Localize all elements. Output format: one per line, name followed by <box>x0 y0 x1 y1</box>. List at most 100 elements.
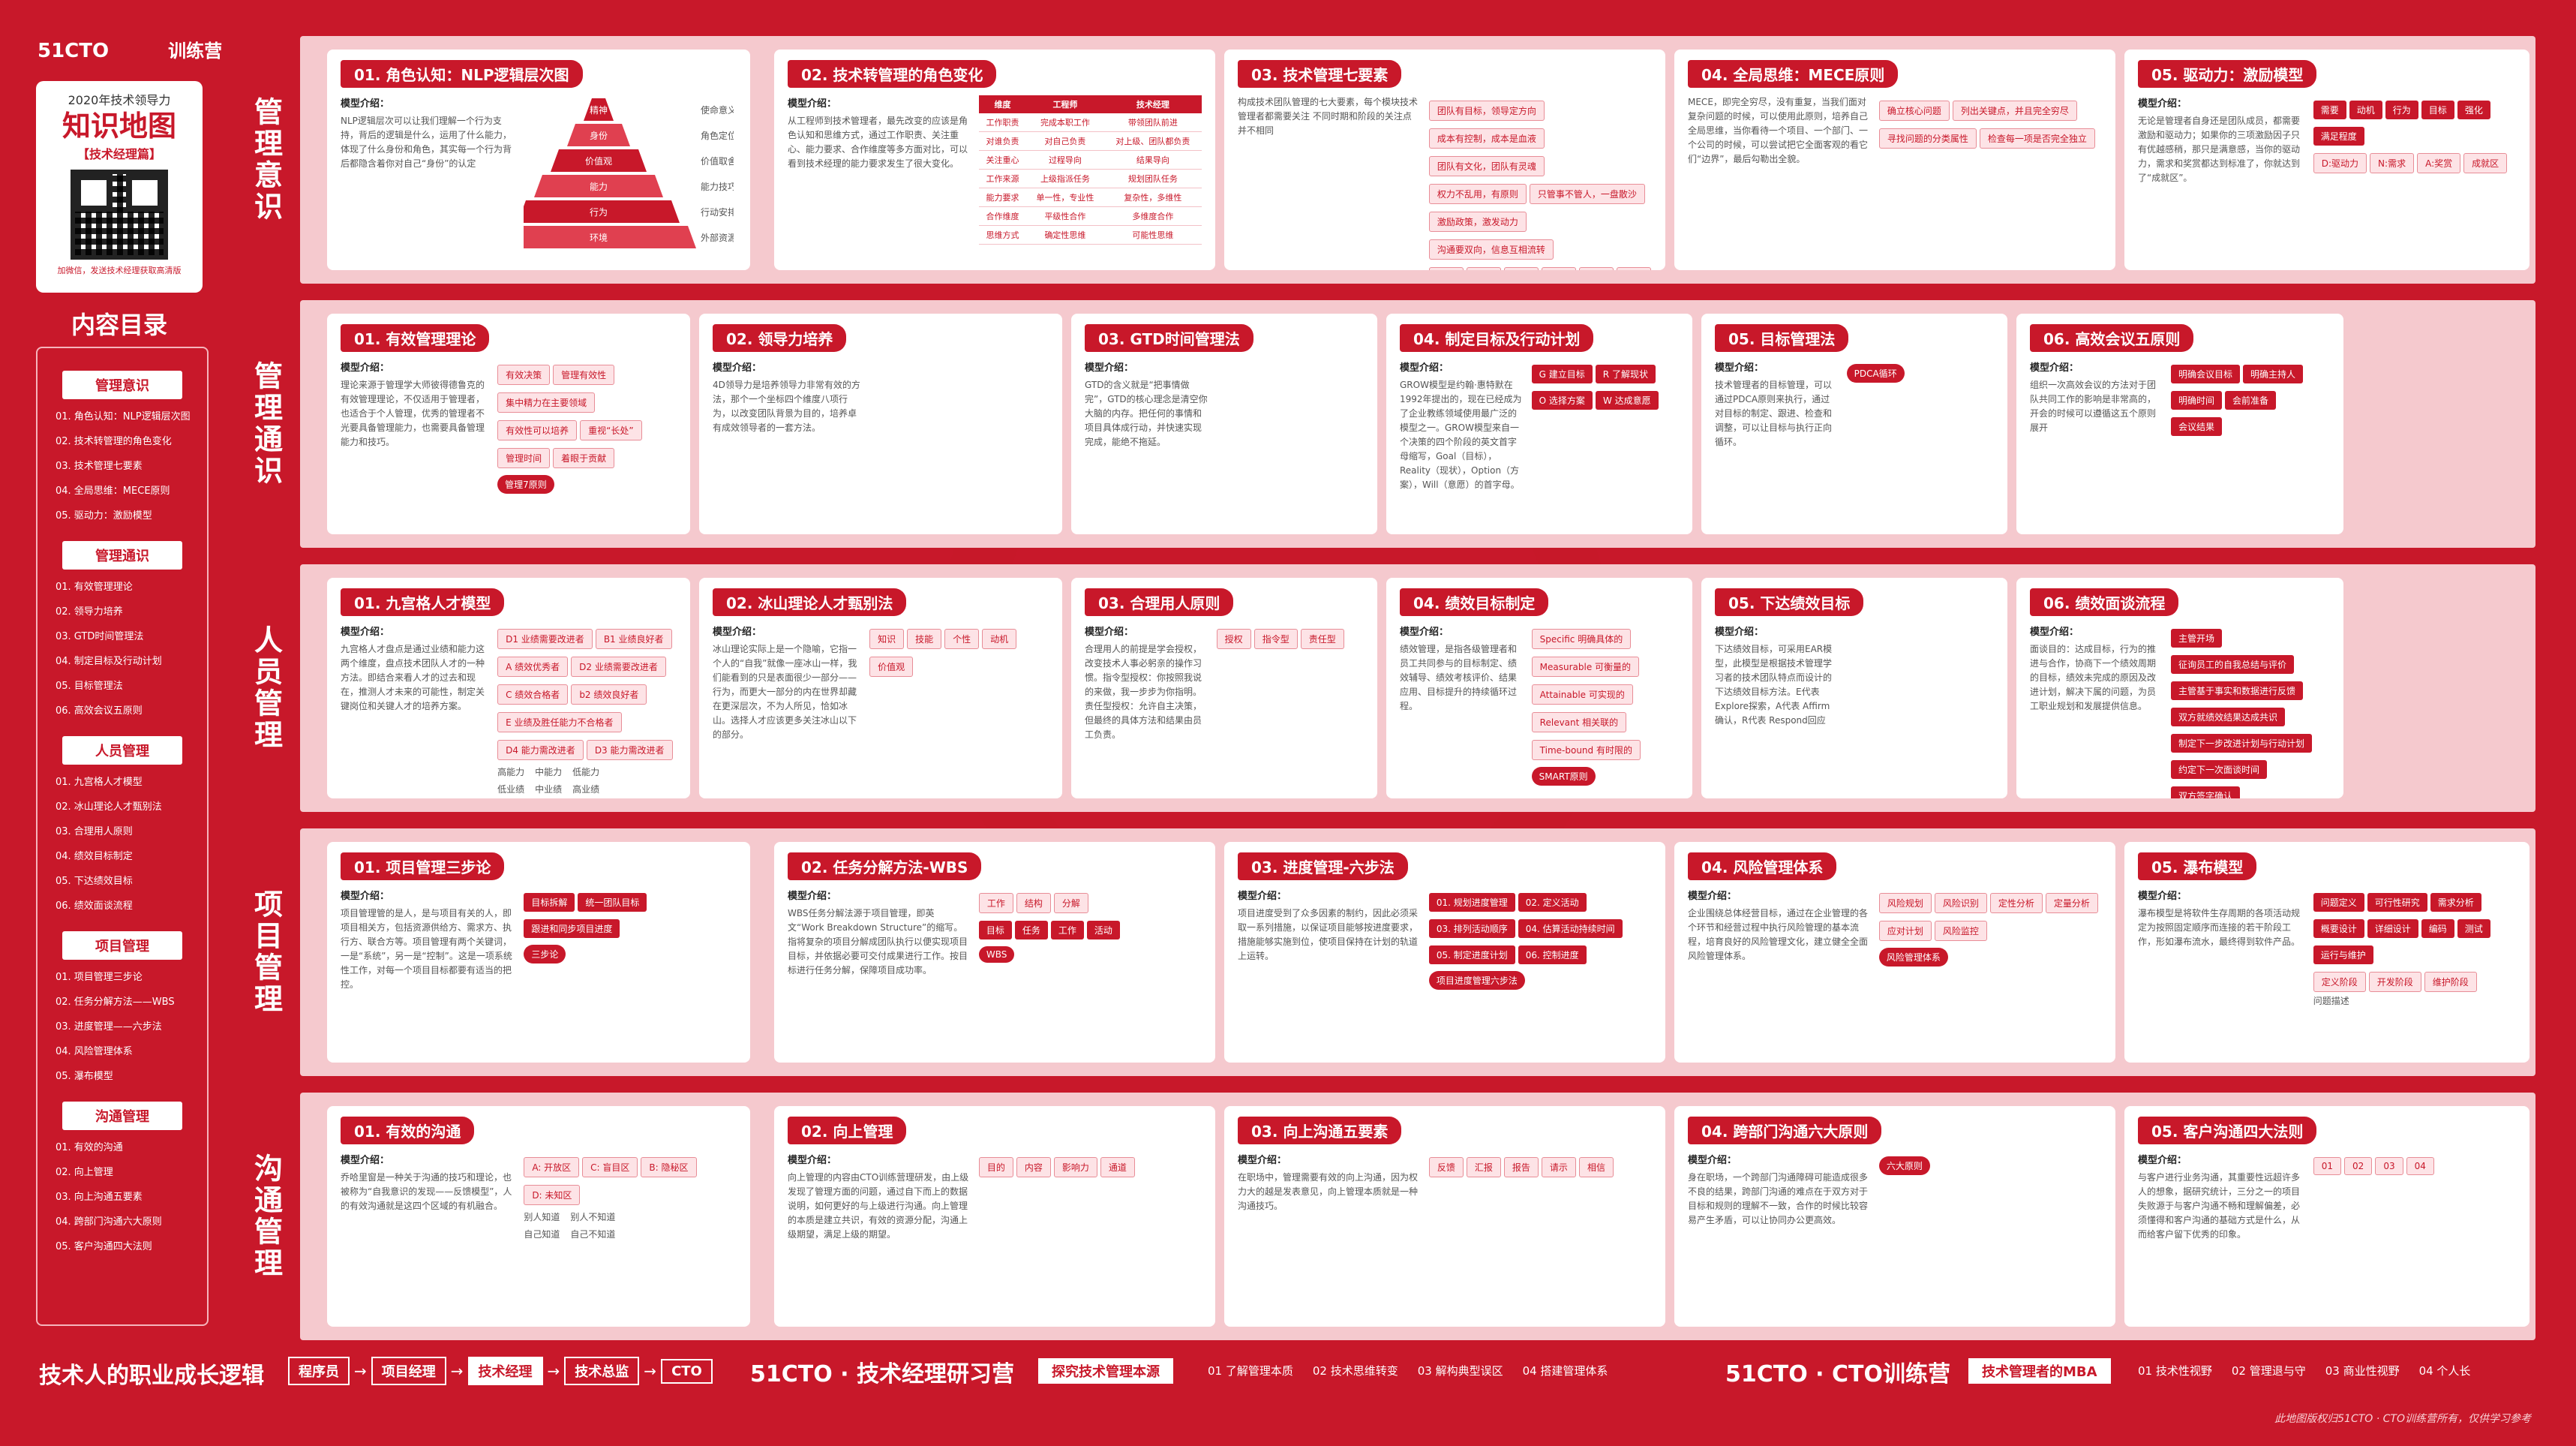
model-card[interactable]: 03. 技术管理七要素 构成技术团队管理的七大要素，每个模块技术管理者都需要关注 … <box>1224 50 1665 270</box>
card-title[interactable]: 02. 冰山理论人才甄别法 <box>713 588 907 616</box>
toc-item[interactable]: 01. 有效管理理论 <box>56 582 133 593</box>
card-title[interactable]: 05. 瀑布模型 <box>2138 852 2257 880</box>
toc-group-head[interactable]: 人员管理 <box>62 736 182 765</box>
card-title[interactable]: 03. 进度管理-六步法 <box>1238 852 1408 880</box>
toc-item[interactable]: 05. 驱动力：激励模型 <box>56 510 152 522</box>
model-card[interactable]: 05. 目标管理法 模型介绍： 技术管理者的目标管理，可以通过PDCA原则来执行，通… <box>1701 314 2007 534</box>
toc-group-head[interactable]: 项目管理 <box>62 931 182 960</box>
toc-item[interactable]: 04. 制定目标及行动计划 <box>56 656 162 667</box>
card-title[interactable]: 02. 任务分解方法-WBS <box>788 852 982 880</box>
card-title[interactable]: 05. 驱动力：激励模型 <box>2138 60 2317 88</box>
toc-item[interactable]: 03. 技术管理七要素 <box>56 461 143 472</box>
toc-item[interactable]: 04. 跨部门沟通六大原则 <box>56 1216 162 1228</box>
camp1-tag[interactable]: 探究技术管理本源 <box>1038 1358 1173 1384</box>
toc-item[interactable]: 02. 任务分解方法——WBS <box>56 997 175 1008</box>
toc-item[interactable]: 04. 全局思维：MECE原则 <box>56 486 170 497</box>
brand-logo[interactable]: 51CTO 训练营 <box>38 36 222 62</box>
model-card[interactable]: 02. 领导力培养 模型介绍： 4D领导力是培养领导力非常有效的方法，那个一个坐标四… <box>699 314 1062 534</box>
model-card[interactable]: 03. 进度管理-六步法 模型介绍： 项目进度受到了众多因素的制约，因此必须采取一系… <box>1224 842 1665 1063</box>
section-label[interactable]: 项目管理 <box>237 828 296 1076</box>
career-step[interactable]: 技术经理 <box>467 1357 543 1385</box>
toc-group-head[interactable]: 管理意识 <box>62 371 182 399</box>
model-card[interactable]: 04. 绩效目标制定 模型介绍： 绩效管理，是指各级管理者和员工共同参与的目标制定、… <box>1386 578 1692 798</box>
card-title[interactable]: 01. 角色认知：NLP逻辑层次图 <box>341 60 583 88</box>
section-label[interactable]: 管理通识 <box>237 300 296 548</box>
section-label[interactable]: 管理意识 <box>237 36 296 284</box>
toc-item[interactable]: 02. 冰山理论人才甄别法 <box>56 801 162 813</box>
card-title[interactable]: 03. 向上沟通五要素 <box>1238 1117 1402 1144</box>
camp-item[interactable]: 01 技术性视野 <box>2138 1364 2212 1378</box>
card-title[interactable]: 01. 有效管理理论 <box>341 324 490 352</box>
toc-item[interactable]: 06. 绩效面谈流程 <box>56 900 133 912</box>
card-title[interactable]: 01. 有效的沟通 <box>341 1117 475 1144</box>
camp2-tag[interactable]: 技术管理者的MBA <box>1968 1358 2111 1384</box>
camp-item[interactable]: 04 个人长 <box>2418 1364 2471 1378</box>
card-title[interactable]: 04. 风险管理体系 <box>1688 852 1837 880</box>
section-label[interactable]: 沟通管理 <box>237 1093 296 1340</box>
toc-item[interactable]: 01. 项目管理三步论 <box>56 972 143 983</box>
card-title[interactable]: 03. GTD时间管理法 <box>1085 324 1253 352</box>
model-card[interactable]: 02. 任务分解方法-WBS 模型介绍： WBS任务分解法源于项目管理，即英文“Wo… <box>774 842 1215 1063</box>
career-step[interactable]: CTO <box>661 1358 713 1384</box>
toc-item[interactable]: 01. 角色认知：NLP逻辑层次图 <box>56 411 191 422</box>
toc-item[interactable]: 02. 技术转管理的角色变化 <box>56 436 172 447</box>
model-card[interactable]: 02. 向上管理 模型介绍： 向上管理的内容由CTO训练营理研发，由上级发现了管理方… <box>774 1106 1215 1327</box>
card-title[interactable]: 01. 项目管理三步论 <box>341 852 505 880</box>
card-title[interactable]: 04. 跨部门沟通六大原则 <box>1688 1117 1882 1144</box>
camp-item[interactable]: 01 了解管理本质 <box>1208 1364 1293 1378</box>
model-card[interactable]: 06. 高效会议五原则 模型介绍： 组织一次高效会议的方法对于团队共同工作的影响是非… <box>2016 314 2343 534</box>
model-card[interactable]: 03. 合理用人原则 模型介绍： 合理用人的前提是学会授权，改变技术人事必躬亲的操作… <box>1071 578 1377 798</box>
model-card[interactable]: 01. 角色认知：NLP逻辑层次图 模型介绍： NLP逻辑层次可以让我们理解一个行为… <box>327 50 750 270</box>
toc-item[interactable]: 03. 进度管理——六步法 <box>56 1021 162 1033</box>
toc-item[interactable]: 02. 向上管理 <box>56 1167 113 1178</box>
toc-item[interactable]: 05. 下达绩效目标 <box>56 876 133 887</box>
model-card[interactable]: 05. 驱动力：激励模型 模型介绍： 无论是管理者自身还是团队成员，都需要激励和驱动… <box>2124 50 2529 270</box>
toc-item[interactable]: 03. GTD时间管理法 <box>56 631 144 642</box>
card-title[interactable]: 05. 目标管理法 <box>1715 324 1849 352</box>
card-title[interactable]: 03. 技术管理七要素 <box>1238 60 1402 88</box>
card-title[interactable]: 04. 绩效目标制定 <box>1400 588 1549 616</box>
career-step[interactable]: 程序员 <box>288 1357 350 1385</box>
camp-item[interactable]: 03 商业性视野 <box>2325 1364 2400 1378</box>
toc-item[interactable]: 01. 九宫格人才模型 <box>56 777 143 788</box>
card-title[interactable]: 01. 九宫格人才模型 <box>341 588 505 616</box>
toc-item[interactable]: 01. 有效的沟通 <box>56 1142 123 1153</box>
toc-item[interactable]: 06. 高效会议五原则 <box>56 705 143 717</box>
model-card[interactable]: 05. 瀑布模型 模型介绍： 瀑布模型是将软件生存周期的各项活动规定为按照固定顺序而… <box>2124 842 2529 1063</box>
toc-item[interactable]: 02. 领导力培养 <box>56 606 123 618</box>
career-step[interactable]: 技术总监 <box>564 1357 640 1385</box>
model-card[interactable]: 03. GTD时间管理法 模型介绍： GTD的含义就是“把事情做完”，GTD的核心理… <box>1071 314 1377 534</box>
model-card[interactable]: 04. 跨部门沟通六大原则 模型介绍： 身在职场，一个跨部门沟通障碍可能造成很多不良… <box>1674 1106 2115 1327</box>
camp-item[interactable]: 04 搭建管理体系 <box>1522 1364 1608 1378</box>
toc-group-head[interactable]: 管理通识 <box>62 541 182 570</box>
card-title[interactable]: 04. 全局思维：MECE原则 <box>1688 60 1899 88</box>
model-card[interactable]: 02. 冰山理论人才甄别法 模型介绍： 冰山理论实际上是一个隐喻，它指一个人的“自我… <box>699 578 1062 798</box>
toc-item[interactable]: 03. 合理用人原则 <box>56 826 133 837</box>
model-card[interactable]: 05. 下达绩效目标 模型介绍： 下达绩效目标，可采用EAR模型，此模型是根据技术管… <box>1701 578 2007 798</box>
model-card[interactable]: 04. 全局思维：MECE原则 MECE，即完全穷尽，没有重复，当我们面对复杂问题… <box>1674 50 2115 270</box>
card-title[interactable]: 05. 下达绩效目标 <box>1715 588 1864 616</box>
career-step[interactable]: 项目经理 <box>371 1357 446 1385</box>
card-title[interactable]: 06. 高效会议五原则 <box>2030 324 2194 352</box>
card-title[interactable]: 02. 领导力培养 <box>713 324 847 352</box>
toc-item[interactable]: 04. 绩效目标制定 <box>56 851 133 862</box>
card-title[interactable]: 02. 技术转管理的角色变化 <box>788 60 997 88</box>
model-card[interactable]: 01. 项目管理三步论 模型介绍： 项目管理管的是人，是与项目有关的人，即项目相关方… <box>327 842 750 1063</box>
qr-code-icon[interactable] <box>71 170 168 260</box>
model-card[interactable]: 01. 有效管理理论 模型介绍： 理论来源于管理学大师彼得德鲁克的有效管理理论，不仅… <box>327 314 690 534</box>
model-card[interactable]: 06. 绩效面谈流程 模型介绍： 面谈目的：达成目标，行为的推进与合作，协商下一个绩… <box>2016 578 2343 798</box>
card-title[interactable]: 06. 绩效面谈流程 <box>2030 588 2179 616</box>
toc-group-head[interactable]: 沟通管理 <box>62 1102 182 1130</box>
camp-item[interactable]: 02 管理退与守 <box>2231 1364 2306 1378</box>
camp-item[interactable]: 02 技术思维转变 <box>1312 1364 1398 1378</box>
model-card[interactable]: 05. 客户沟通四大法则 模型介绍： 与客户进行业务沟通，其重要性远超许多人的想象，… <box>2124 1106 2529 1327</box>
toc-item[interactable]: 05. 客户沟通四大法则 <box>56 1241 152 1252</box>
card-title[interactable]: 03. 合理用人原则 <box>1085 588 1234 616</box>
section-label[interactable]: 人员管理 <box>237 564 296 812</box>
card-title[interactable]: 04. 制定目标及行动计划 <box>1400 324 1594 352</box>
model-card[interactable]: 04. 制定目标及行动计划 模型介绍： GROW模型是约翰·惠特默在1992年提出的… <box>1386 314 1692 534</box>
toc-item[interactable]: 05. 瀑布模型 <box>56 1071 113 1082</box>
model-card[interactable]: 04. 风险管理体系 模型介绍： 企业围绕总体经营目标，通过在企业管理的各个环节和经… <box>1674 842 2115 1063</box>
card-title[interactable]: 02. 向上管理 <box>788 1117 907 1144</box>
model-card[interactable]: 01. 九宫格人才模型 模型介绍： 九宫格人才盘点是通过业绩和能力这两个维度，盘点技… <box>327 578 690 798</box>
